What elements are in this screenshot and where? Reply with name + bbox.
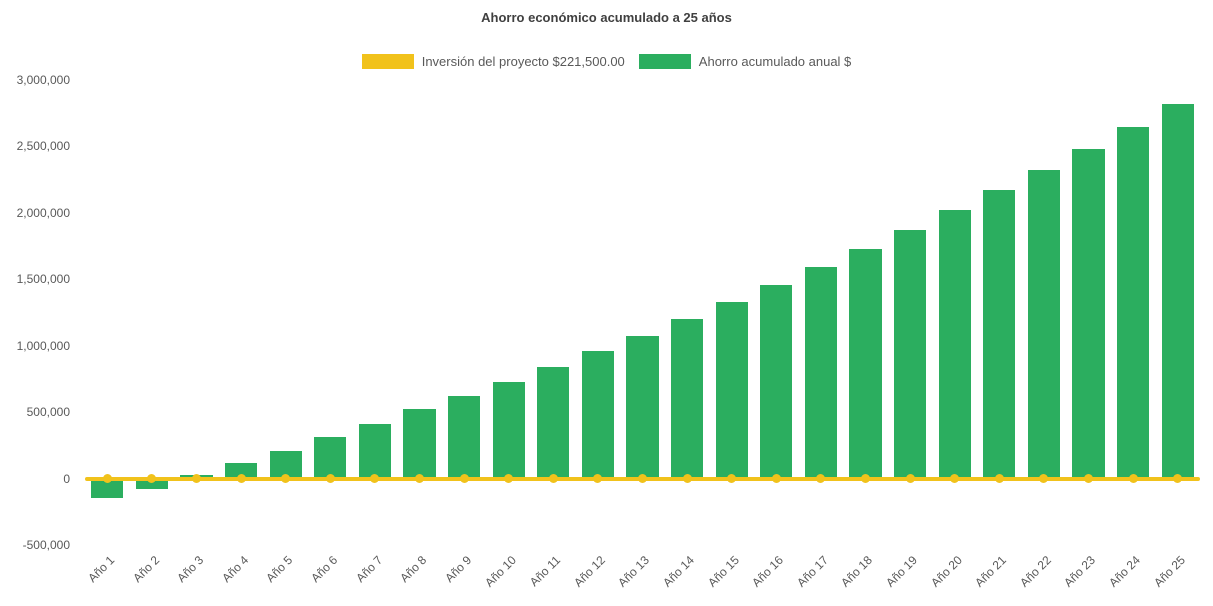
investment-marker [1173, 474, 1183, 484]
investment-marker [504, 474, 514, 484]
investment-marker [370, 474, 380, 484]
savings-bar [849, 248, 882, 479]
x-tick-label: Año 16 [749, 553, 787, 590]
investment-marker [905, 474, 915, 484]
x-tick-label: Año 17 [794, 553, 831, 590]
x-tick-label: Año 19 [883, 553, 921, 590]
y-tick-label: 2,500,000 [16, 139, 70, 154]
x-tick-label: Año 8 [397, 553, 430, 586]
savings-bar [314, 437, 347, 479]
x-tick-label: Año 5 [263, 553, 296, 586]
investment-marker [548, 474, 558, 484]
x-tick-label: Año 7 [352, 553, 385, 586]
x-tick-label: Año 18 [838, 553, 876, 590]
x-tick-label: Año 14 [660, 553, 698, 590]
investment-marker [638, 474, 647, 484]
investment-marker [593, 474, 603, 484]
x-tick-label: Año 25 [1150, 553, 1188, 590]
x-axis: Año 1 Año 2 Año 3 Año 4 Año 5 Año 6 Año 7 Año 8… [85, 549, 1200, 606]
investment-marker [950, 474, 960, 484]
investment-marker [682, 474, 692, 484]
y-tick-label: 0 [63, 471, 70, 486]
investment-marker [281, 474, 291, 484]
investment-marker [147, 474, 157, 484]
y-tick-label: 3,000,000 [16, 73, 70, 87]
savings-bar [269, 450, 302, 479]
investment-marker [415, 474, 424, 484]
savings-bar [1072, 149, 1105, 479]
x-tick-label: Año 15 [704, 553, 742, 590]
x-tick-label: Año 22 [1017, 553, 1054, 590]
investment-marker [325, 474, 335, 484]
x-tick-label: Año 13 [615, 553, 653, 590]
investment-marker [236, 474, 246, 484]
x-tick-label: Año 20 [927, 553, 965, 590]
y-tick-label: 2,000,000 [16, 205, 70, 220]
investment-marker [816, 474, 826, 484]
x-tick-label: Año 11 [527, 553, 564, 590]
savings-bar [492, 381, 525, 479]
investment-marker [1084, 474, 1093, 484]
savings-bar [91, 478, 124, 499]
investment-marker [727, 474, 737, 484]
investment-marker [1128, 474, 1138, 484]
savings-bar [983, 190, 1016, 479]
savings-bar [804, 267, 837, 479]
savings-bar [225, 462, 258, 479]
x-tick-label: Año 10 [481, 553, 519, 590]
legend: Inversión del proyecto $221,500.00 Ahorr… [0, 54, 1213, 69]
investment-marker [192, 474, 201, 484]
legend-label-investment: Inversión del proyecto $221,500.00 [421, 54, 625, 69]
y-tick-label: 1,000,000 [16, 338, 70, 353]
savings-bar [448, 396, 481, 479]
investment-marker [771, 474, 781, 484]
x-tick-label: Año 21 [972, 553, 1010, 590]
y-axis: -500,000 0 500,000 1,000,000 1,500,000 2,000,… [0, 73, 76, 552]
savings-bar [938, 210, 971, 479]
savings-bar [358, 424, 391, 479]
legend-item-investment: Inversión del proyecto $221,500.00 [361, 54, 625, 69]
savings-bar [626, 336, 659, 479]
investment-marker [994, 474, 1004, 484]
plot-area [85, 80, 1200, 545]
x-tick-label: Año 2 [129, 553, 162, 586]
savings-bar [1161, 103, 1194, 479]
savings-bar [581, 351, 614, 479]
x-tick-label: Año 9 [441, 553, 475, 586]
savings-bar [537, 366, 570, 479]
savings-bar [715, 301, 748, 479]
y-tick-label: -500,000 [22, 538, 70, 552]
savings-bar [894, 230, 927, 479]
x-tick-label: Año 1 [85, 553, 118, 586]
savings-bar [671, 319, 704, 479]
chart-title: Ahorro económico acumulado a 25 años [481, 10, 732, 25]
investment-marker [1039, 474, 1049, 484]
y-tick-label: 1,500,000 [16, 272, 70, 287]
investment-marker [861, 474, 870, 484]
savings-bar [135, 478, 168, 489]
x-tick-label: Año 23 [1061, 553, 1099, 590]
x-tick-label: Año 6 [308, 553, 341, 586]
savings-bar [1027, 170, 1060, 479]
x-tick-label: Año 12 [571, 553, 608, 590]
x-tick-label: Año 4 [218, 553, 252, 586]
legend-label-savings: Ahorro acumulado anual $ [698, 54, 852, 69]
legend-item-savings: Ahorro acumulado anual $ [638, 54, 852, 69]
investment-marker [459, 474, 469, 484]
savings-bar [403, 409, 436, 479]
savings-bar [1117, 126, 1150, 479]
legend-swatch-investment [361, 54, 414, 69]
savings-bar [760, 284, 793, 479]
x-tick-label: Año 24 [1106, 553, 1144, 590]
y-tick-label: 500,000 [26, 405, 70, 420]
investment-marker [102, 474, 112, 484]
legend-swatch-savings [638, 54, 691, 69]
x-tick-label: Año 3 [174, 553, 207, 586]
